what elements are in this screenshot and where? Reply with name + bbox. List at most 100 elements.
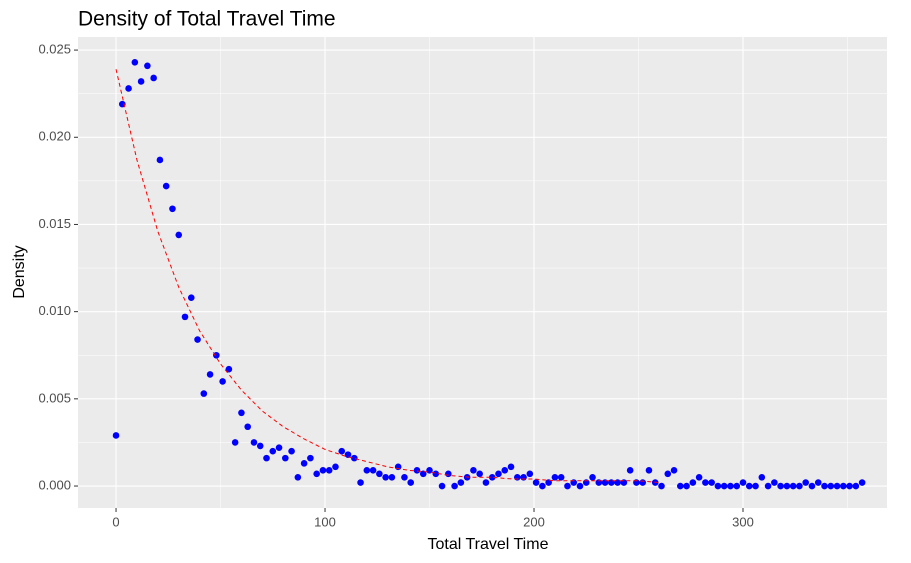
point [476,470,483,478]
point [733,482,741,490]
point [745,482,753,490]
point [438,482,446,490]
point [620,479,628,486]
point [319,467,327,474]
chart-title: Density of Total Travel Time [78,8,336,31]
point [162,182,170,190]
point [846,482,853,490]
point [827,482,835,490]
point [614,479,621,486]
point [307,454,314,462]
point [821,482,828,490]
point [219,378,226,385]
point [814,479,822,486]
point [720,482,728,490]
y-tick-label: 0.015 [38,216,71,231]
point [187,294,195,301]
point [501,467,509,474]
point [639,479,646,486]
point [357,479,364,486]
point [626,467,634,474]
point [495,470,502,478]
point [727,482,734,490]
point [595,479,603,486]
point [589,474,596,481]
point [382,474,389,481]
point [539,482,546,490]
point [664,470,672,478]
point [758,474,766,481]
point [570,479,578,486]
point [206,371,214,378]
point [708,479,715,486]
y-tick-label: 0.005 [38,390,71,405]
point [833,482,841,490]
point [150,74,157,82]
x-tick-label: 0 [112,514,119,529]
point [325,467,333,474]
point [601,479,609,486]
point [557,474,565,481]
point [175,231,183,239]
point [520,474,527,481]
y-tick-label: 0.020 [38,129,71,144]
point [231,439,239,446]
x-tick-label: 100 [314,514,336,529]
point [683,482,690,490]
point [840,482,847,490]
point [131,58,139,66]
point [858,479,866,486]
point [344,451,352,458]
point [194,336,201,343]
point [551,474,559,481]
x-tick-label: 300 [732,514,754,529]
point [764,482,772,490]
y-tick-label: 0.000 [38,477,71,492]
point [275,444,283,451]
point [808,482,816,490]
point [181,313,189,321]
point [413,467,421,474]
point [394,463,402,471]
point [633,479,640,486]
point [752,482,759,490]
point [608,479,615,486]
point [783,482,791,490]
point [369,467,377,474]
point [350,454,358,462]
point [250,439,258,446]
point [432,470,440,478]
point [852,482,860,490]
point [677,482,684,490]
y-tick-label: 0.025 [38,42,71,57]
point [294,474,302,481]
point [670,467,678,474]
point [526,470,534,478]
point [702,479,709,486]
point [771,479,778,486]
point [282,454,289,462]
plot-panel [78,37,887,508]
point [313,470,320,478]
point [144,62,151,70]
point [407,479,415,486]
point [457,479,465,486]
point [451,482,458,490]
point [256,442,264,450]
point [582,479,590,486]
point [169,205,176,213]
point [695,474,703,481]
point [777,482,784,490]
point [576,482,584,490]
point [532,479,540,486]
point [225,365,233,373]
point [802,479,810,486]
fit-line [115,69,660,484]
point [200,390,208,397]
x-axis-title: Total Travel Time [428,536,549,553]
point [300,460,308,467]
point [689,479,697,486]
y-tick-label: 0.010 [38,303,71,318]
point [338,447,346,455]
